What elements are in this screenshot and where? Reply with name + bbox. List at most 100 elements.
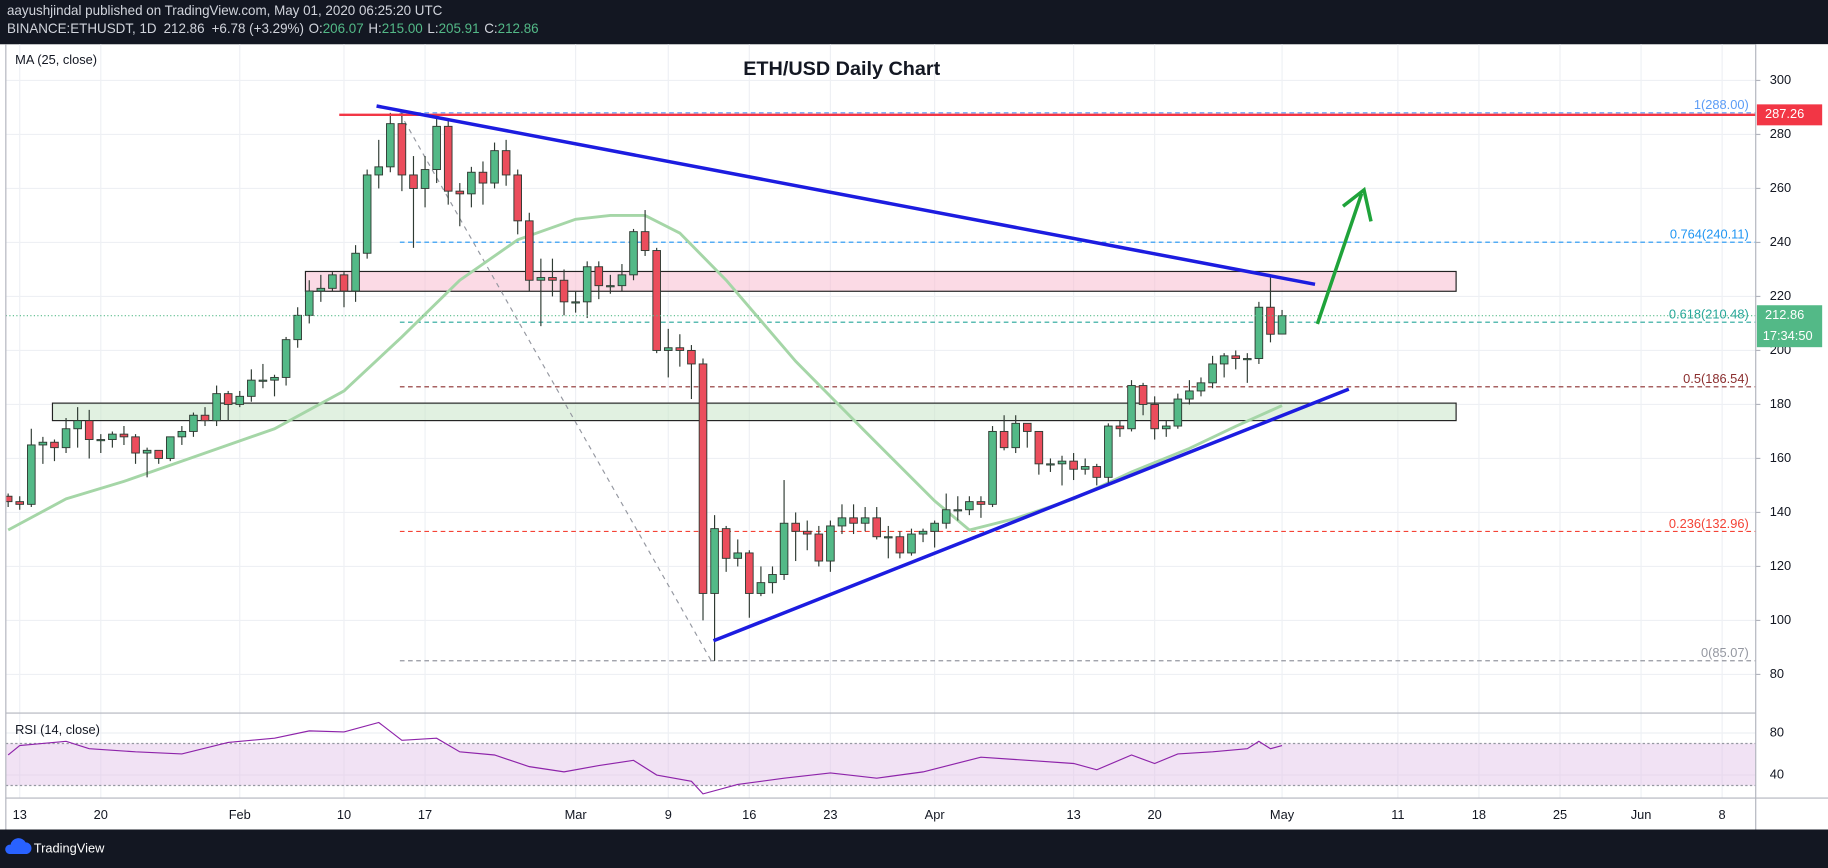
y-tick-label: 100 (1770, 612, 1791, 627)
candle-body (895, 536, 905, 554)
candle-body (814, 533, 824, 562)
candle-body (999, 430, 1009, 449)
candle-body (420, 169, 430, 189)
candle-body (386, 123, 395, 168)
x-tick-label: 20 (94, 807, 108, 822)
ohlc-key: O: (309, 21, 323, 36)
y-tick-label: 160 (1770, 450, 1791, 465)
candle-body (965, 501, 974, 511)
candle-body (582, 266, 592, 303)
axes: 13 20 Feb 10 17 Mar 9 16 23 Apr 13 20 May 11 18 25 Jun 8 8… (13, 72, 1823, 822)
symbol-line: BINANCE:ETHUSDT, 1D 212.86 +6.78 (+3.29%) O… (7, 21, 539, 36)
countdown-label: 17:34:50 (1763, 328, 1813, 343)
candle-body (860, 517, 870, 524)
candle-body (432, 125, 441, 171)
x-tick-label: Feb (229, 807, 251, 822)
candle-body (1173, 398, 1183, 427)
trendline-resistance (376, 104, 1316, 287)
x-tick-label: 13 (1066, 807, 1080, 822)
x-tick-label: 17 (418, 807, 432, 822)
fib-label: 0.764(240.11) (1670, 227, 1749, 242)
candle-body (1219, 355, 1229, 365)
candle-body (1011, 422, 1020, 449)
rsi-line (7, 721, 1283, 795)
y-tick-label: 120 (1770, 558, 1791, 573)
fib-levels: 1(288.00) 0.764(240.11) 0.618(210.48) 0.5(1… (399, 97, 1756, 662)
candle-body (907, 533, 916, 554)
header-band (0, 0, 1828, 45)
candle-body (733, 552, 743, 559)
trendline-support (712, 387, 1350, 643)
candle-body (918, 530, 928, 535)
ohlc-key: C: (484, 21, 497, 36)
candle-body (339, 274, 349, 292)
x-tick-label: May (1270, 807, 1295, 822)
candle-body (258, 379, 268, 382)
rsi-pane (5, 721, 1756, 795)
candle-body (802, 530, 812, 535)
x-tick-label: 25 (1553, 807, 1567, 822)
footer-brand: TradingView (34, 841, 105, 856)
candle-body (675, 347, 685, 351)
y-tick-label: 180 (1770, 396, 1791, 411)
fib-connector (399, 112, 712, 661)
candle-body (663, 347, 673, 351)
candle-body (536, 277, 546, 281)
ohlc-value: 215.00 (382, 21, 423, 36)
candle-body (1185, 390, 1194, 400)
candle-body (1104, 425, 1113, 478)
candle-body (756, 582, 766, 594)
candle-body (501, 150, 511, 176)
candle-body (606, 285, 615, 288)
candle-body (953, 509, 963, 512)
candle-body (467, 171, 476, 195)
candle-body (38, 441, 48, 446)
arrow-shaft (1315, 192, 1364, 325)
y-tick-label: 240 (1770, 234, 1791, 249)
candle-body (409, 174, 418, 189)
candle-body (235, 395, 245, 405)
candle-body (976, 501, 986, 505)
x-tick-label: 9 (665, 807, 672, 822)
candle-body (177, 430, 187, 438)
candle-body (478, 171, 488, 184)
resistance-zone (304, 270, 1457, 292)
candle-body (131, 436, 140, 454)
candle-body (930, 522, 939, 532)
candle-body (837, 517, 847, 527)
candle-body (1231, 355, 1241, 360)
candle-body (872, 517, 882, 538)
candle-body (548, 277, 557, 281)
candle-body (768, 574, 777, 584)
fib-label: 0.5(186.54) (1683, 371, 1749, 386)
y-tick-label: 260 (1770, 180, 1791, 195)
candle-body (571, 301, 580, 304)
candle-body (687, 349, 696, 365)
candle-body (698, 363, 708, 594)
ohlc-value: 206.07 (323, 21, 364, 36)
ma-legend: MA (25, close) (15, 52, 97, 67)
candle-body (374, 166, 384, 176)
y-tick-label: 80 (1770, 666, 1784, 681)
candle-body (15, 501, 25, 505)
rsi-tick-label: 80 (1770, 724, 1784, 739)
candle-body (1115, 425, 1125, 430)
candle-body (200, 414, 210, 422)
price-line-badge (1756, 104, 1823, 126)
candle-body (119, 433, 129, 438)
fib-label: 1(288.00) (1694, 97, 1749, 112)
candle-body (223, 393, 233, 405)
candle-body (281, 339, 291, 378)
candle-body (1208, 363, 1217, 384)
candle-body (108, 433, 117, 441)
symbol: BINANCE:ETHUSDT, 1D (7, 21, 157, 36)
x-tick-label: 13 (13, 807, 27, 822)
candle-body (397, 123, 407, 176)
x-tick-label: Jun (1631, 807, 1652, 822)
candle-body (1243, 358, 1252, 361)
y-tick-label: 280 (1770, 126, 1791, 141)
support-zone (51, 402, 1457, 422)
candle-body (1196, 382, 1206, 392)
candle-body (629, 231, 638, 276)
candle-body (721, 528, 731, 559)
